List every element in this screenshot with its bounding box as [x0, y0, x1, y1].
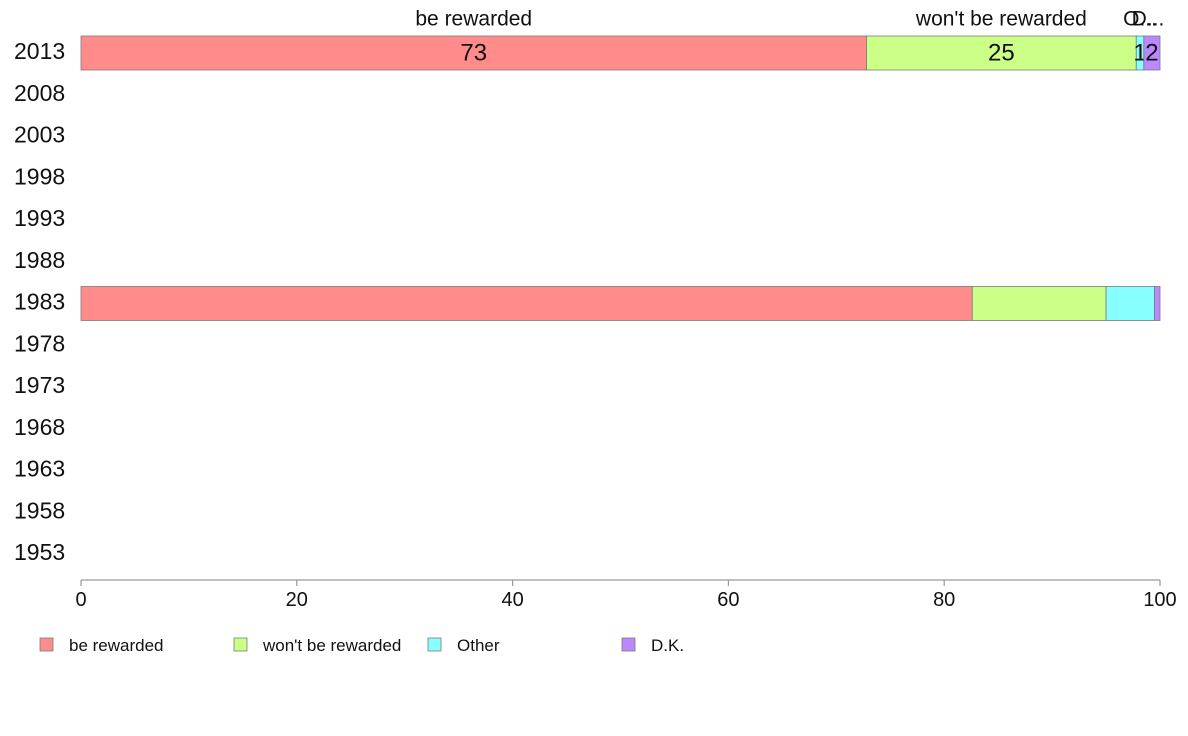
year-axis-labels: 2013 2008 2003 1998 1993 1988 1983 1978 1973 1968… [14, 38, 65, 565]
bar-segment-2013-3 [1143, 35, 1161, 71]
legend-swatch-0 [39, 637, 54, 652]
top-label-0: be rewarded [415, 8, 532, 31]
top-label-2: O... [1123, 8, 1157, 31]
legend-swatch-3 [621, 637, 636, 652]
year-label-1968: 1968 [14, 414, 65, 440]
x-tick-label-80: 80 [933, 589, 955, 611]
year-label-2013: 2013 [14, 38, 65, 64]
year-label-1983: 1983 [14, 289, 65, 315]
x-tick-label-0: 0 [75, 589, 86, 611]
bar-segment-1983-1 [971, 286, 1107, 321]
year-label-1963: 1963 [14, 456, 65, 482]
bars-group: 73 25 12 [80, 35, 1161, 321]
bar-segment-2013-1 [866, 35, 1137, 71]
x-tick-label-40: 40 [501, 589, 523, 611]
year-label-1993: 1993 [14, 205, 65, 231]
bar-segment-1983-0 [80, 286, 973, 321]
data-label-2013-2: 1 [1133, 39, 1146, 66]
bar-segment-1983-2 [1105, 286, 1156, 321]
data-label-2013-0: 73 [460, 39, 487, 66]
year-label-2003: 2003 [14, 122, 65, 148]
year-label-2008: 2008 [14, 80, 65, 106]
data-label-2013-3: 2 [1145, 39, 1158, 66]
legend-label-1: won't be rewarded [262, 636, 401, 655]
top-label-3: D... [1132, 8, 1165, 31]
year-label-1978: 1978 [14, 330, 65, 356]
x-tick-label-100: 100 [1143, 589, 1176, 611]
legend-label-3: D.K. [651, 636, 684, 655]
year-label-1998: 1998 [14, 163, 65, 189]
data-label-2013-1: 25 [988, 39, 1015, 66]
year-label-1953: 1953 [14, 539, 65, 565]
year-label-1973: 1973 [14, 372, 65, 398]
top-segment-labels: be rewarded won't be rewarded O...D... [415, 8, 1164, 31]
x-tick-label-20: 20 [286, 589, 308, 611]
legend-swatch-2 [427, 637, 442, 652]
legend-swatch-1 [233, 637, 248, 652]
legend-label-2: Other [457, 636, 500, 655]
legend: be rewarded won't be rewarded Other D.K. [39, 636, 684, 655]
legend-label-0: be rewarded [69, 636, 164, 655]
year-label-1988: 1988 [14, 247, 65, 273]
x-axis: 0 20 40 60 80 100 [75, 579, 1177, 611]
x-tick-label-60: 60 [717, 589, 739, 611]
bar-segment-1983-3 [1154, 286, 1161, 321]
year-label-1958: 1958 [14, 497, 65, 523]
top-label-1: won't be rewarded [915, 8, 1087, 31]
